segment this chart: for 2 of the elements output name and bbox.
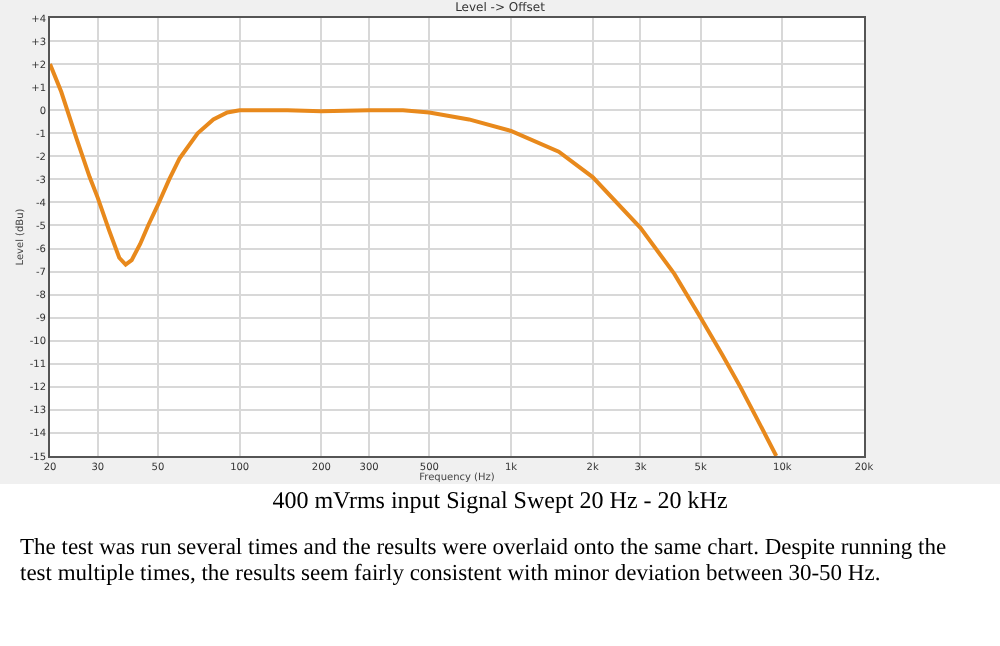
text: 400 mVrms input Signal Swept 20 Hz - 20 kHz: [270, 486, 730, 516]
text: The test was run several times and the results were overlaid onto the same chart. Despite running the test multiple times, the results seem fairly consistent with minor deviation between 30-50 Hz.: [18, 536, 949, 588]
